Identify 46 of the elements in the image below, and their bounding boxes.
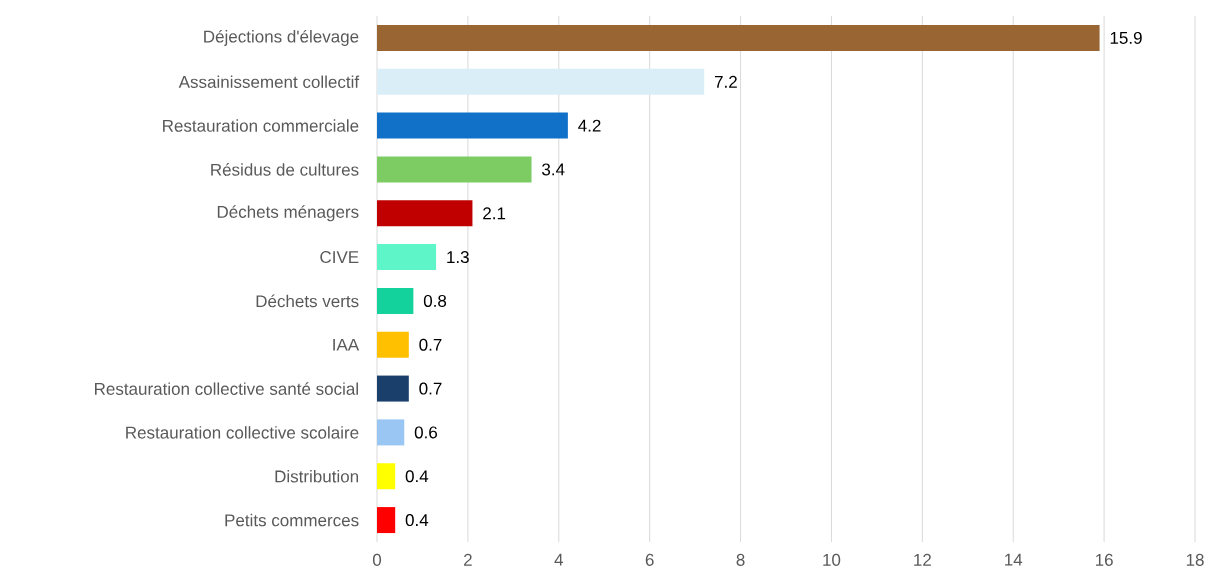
x-tick-label: 12: [914, 553, 931, 566]
data-label: 0.7: [419, 338, 442, 351]
data-label: 15.9: [1110, 31, 1142, 44]
y-tick-label: Déchets ménagers: [217, 205, 359, 222]
bar: [377, 287, 414, 314]
data-label: 4.2: [578, 119, 601, 132]
data-label: 7.2: [714, 75, 737, 88]
y-tick-label: Déchets verts: [256, 294, 359, 308]
data-label: 2.1: [483, 207, 506, 220]
y-tick-label: Petits commerces: [225, 513, 359, 527]
bar: [377, 24, 1100, 51]
y-tick-label: Distribution: [275, 470, 359, 483]
y-tick-label: CIVE: [320, 251, 359, 264]
bar: [377, 419, 405, 446]
bar: [377, 331, 409, 358]
data-label: 0.6: [414, 426, 438, 439]
x-tick-label: 18: [1186, 553, 1204, 566]
x-tick-label: 6: [645, 553, 654, 566]
data-label: 1.3: [447, 251, 469, 264]
x-tick-label: 8: [736, 553, 745, 566]
x-tick-label: 0: [372, 553, 382, 566]
data-label: 3.4: [542, 163, 565, 176]
data-label: 0.4: [405, 470, 429, 483]
bar: [377, 375, 409, 402]
bar: [377, 463, 396, 490]
x-tick-label: 4: [554, 553, 564, 566]
y-tick-label: Restauration collective santé social: [95, 382, 358, 395]
bar: [377, 112, 568, 139]
x-tick-label: 14: [1005, 553, 1023, 566]
y-tick-label: Restauration collective scolaire: [126, 426, 359, 439]
data-label: 0.7: [419, 382, 442, 395]
y-tick-label: Restauration commerciale: [163, 119, 359, 132]
y-tick-label: Déjections d'élevage: [204, 29, 359, 46]
y-tick-label: IAA: [333, 338, 360, 351]
bar: [377, 200, 473, 227]
bar: [377, 68, 705, 95]
bar: [377, 156, 532, 183]
x-tick-label: 2: [464, 553, 472, 566]
y-tick-label: Résidus de cultures: [211, 163, 359, 176]
bar: [377, 507, 396, 534]
x-tick-label: 16: [1095, 553, 1113, 566]
y-tick-label: Assainissement collectif: [178, 75, 360, 88]
data-label: 0.8: [423, 294, 447, 307]
bar: [377, 244, 437, 271]
data-label: 0.4: [405, 514, 429, 527]
x-tick-label: 10: [823, 553, 841, 566]
